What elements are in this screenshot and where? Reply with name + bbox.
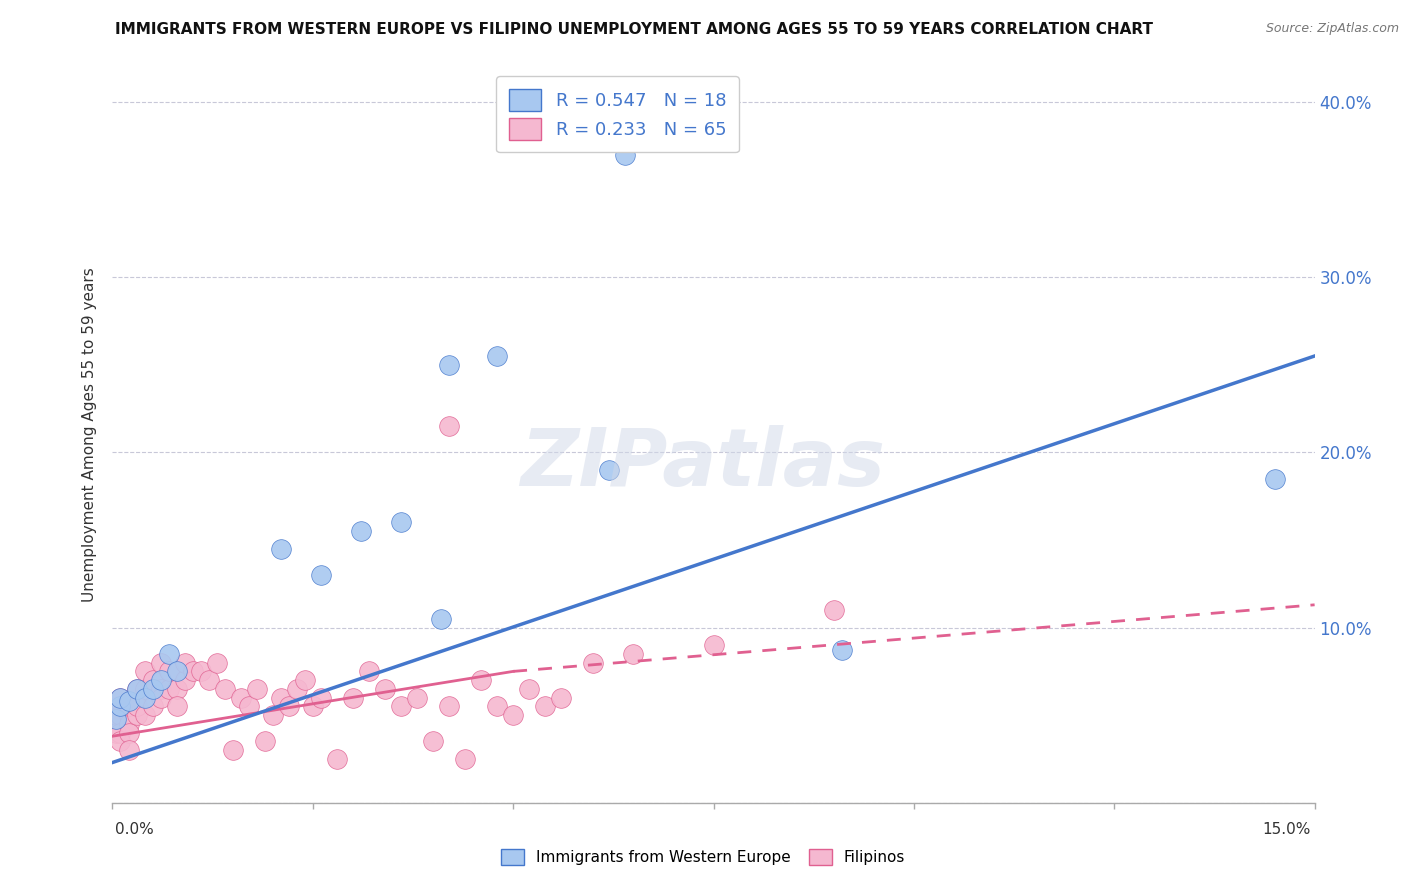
Legend: R = 0.547   N = 18, R = 0.233   N = 65: R = 0.547 N = 18, R = 0.233 N = 65 [496,76,738,153]
Point [534,699,557,714]
Point [357,665,380,679]
Point [157,647,180,661]
Point [437,699,460,714]
Point [149,690,172,705]
Point [173,673,195,688]
Text: IMMIGRANTS FROM WESTERN EUROPE VS FILIPINO UNEMPLOYMENT AMONG AGES 55 TO 59 YEAR: IMMIGRANTS FROM WESTERN EUROPE VS FILIPI… [115,22,1153,37]
Point [486,699,509,714]
Point [157,665,180,679]
Point [437,358,460,372]
Point [406,690,429,705]
Point [470,673,492,688]
Point [110,699,132,714]
Point [326,752,349,766]
Point [181,665,204,679]
Point [134,681,156,696]
Point [229,690,252,705]
Point [454,752,477,766]
Point [342,690,364,705]
Point [389,516,412,530]
Point [125,681,148,696]
Point [253,734,276,748]
Point [205,656,228,670]
Point [157,681,180,696]
Point [294,673,316,688]
Point [1264,472,1286,486]
Point [125,699,148,714]
Point [582,656,605,670]
Point [117,725,139,739]
Point [270,690,292,705]
Point [422,734,444,748]
Point [105,712,128,726]
Point [350,524,373,539]
Point [302,699,325,714]
Point [105,725,128,739]
Point [614,147,637,161]
Point [110,690,132,705]
Point [214,681,236,696]
Point [110,725,132,739]
Point [110,734,132,748]
Point [117,708,139,723]
Point [486,349,509,363]
Point [831,643,853,657]
Point [517,681,540,696]
Point [222,743,245,757]
Point [125,708,148,723]
Point [823,603,845,617]
Point [117,743,139,757]
Point [238,699,260,714]
Point [550,690,572,705]
Point [141,673,163,688]
Point [190,665,212,679]
Point [117,694,139,708]
Point [149,673,172,688]
Point [598,463,620,477]
Point [166,681,188,696]
Point [309,690,332,705]
Point [270,541,292,556]
Text: Source: ZipAtlas.com: Source: ZipAtlas.com [1265,22,1399,36]
Point [277,699,299,714]
Point [110,708,132,723]
Point [141,681,163,696]
Point [149,656,172,670]
Point [149,681,172,696]
Point [246,681,269,696]
Point [134,708,156,723]
Point [262,708,284,723]
Point [309,568,332,582]
Point [134,690,156,705]
Y-axis label: Unemployment Among Ages 55 to 59 years: Unemployment Among Ages 55 to 59 years [82,268,97,602]
Text: ZIPatlas: ZIPatlas [520,425,886,503]
Text: 0.0%: 0.0% [115,822,155,837]
Point [141,699,163,714]
Point [389,699,412,714]
Point [125,681,148,696]
Point [173,656,195,670]
Point [166,699,188,714]
Point [430,612,453,626]
Point [437,419,460,434]
Legend: Immigrants from Western Europe, Filipinos: Immigrants from Western Europe, Filipino… [495,843,911,871]
Point [502,708,524,723]
Point [166,665,188,679]
Point [117,699,139,714]
Point [374,681,396,696]
Point [197,673,219,688]
Point [702,638,725,652]
Point [134,665,156,679]
Point [110,690,132,705]
Point [104,708,127,723]
Point [117,717,139,731]
Point [107,699,129,714]
Point [621,647,644,661]
Text: 15.0%: 15.0% [1263,822,1310,837]
Point [285,681,308,696]
